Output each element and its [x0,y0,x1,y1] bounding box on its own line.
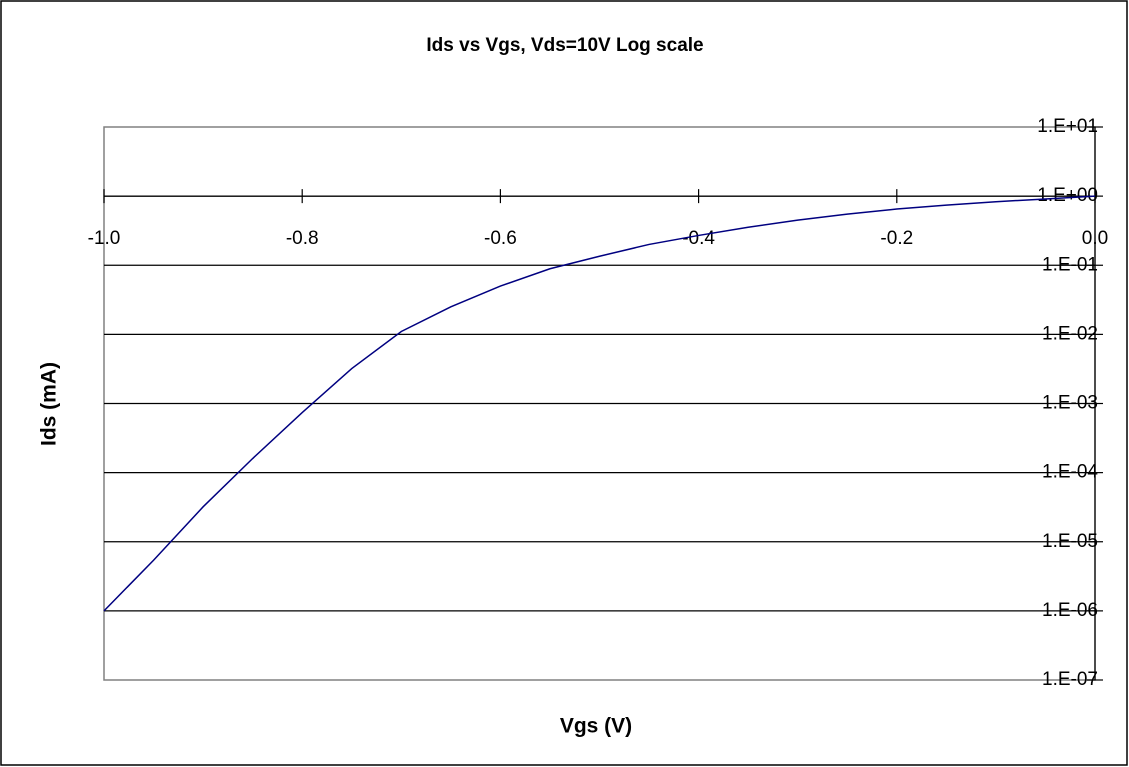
y-tick-label: 1.E-07 [1042,669,1098,690]
x-tick-label: -0.8 [286,228,319,249]
x-tick-label: -0.6 [484,228,517,249]
y-tick-label: 1.E-05 [1042,531,1098,552]
x-tick-label: -0.4 [682,228,715,249]
y-tick-label: 1.E-02 [1042,323,1098,344]
y-tick-label: 1.E-01 [1042,254,1098,275]
x-tick-label: 0.0 [1082,228,1108,249]
x-tick-label: -0.2 [880,228,913,249]
x-axis-label: Vgs (V) [560,715,632,738]
y-tick-label: 1.E-04 [1042,462,1098,483]
y-tick-label: 1.E-03 [1042,393,1098,414]
chart-title: Ids vs Vgs, Vds=10V Log scale [426,35,703,56]
data-line [103,195,1096,612]
y-tick-label: 1.E-06 [1042,600,1098,621]
y-tick-label: 1.E+01 [1037,116,1098,137]
y-axis-label: Ids (mA) [38,362,61,446]
x-tick-label: -1.0 [88,228,121,249]
